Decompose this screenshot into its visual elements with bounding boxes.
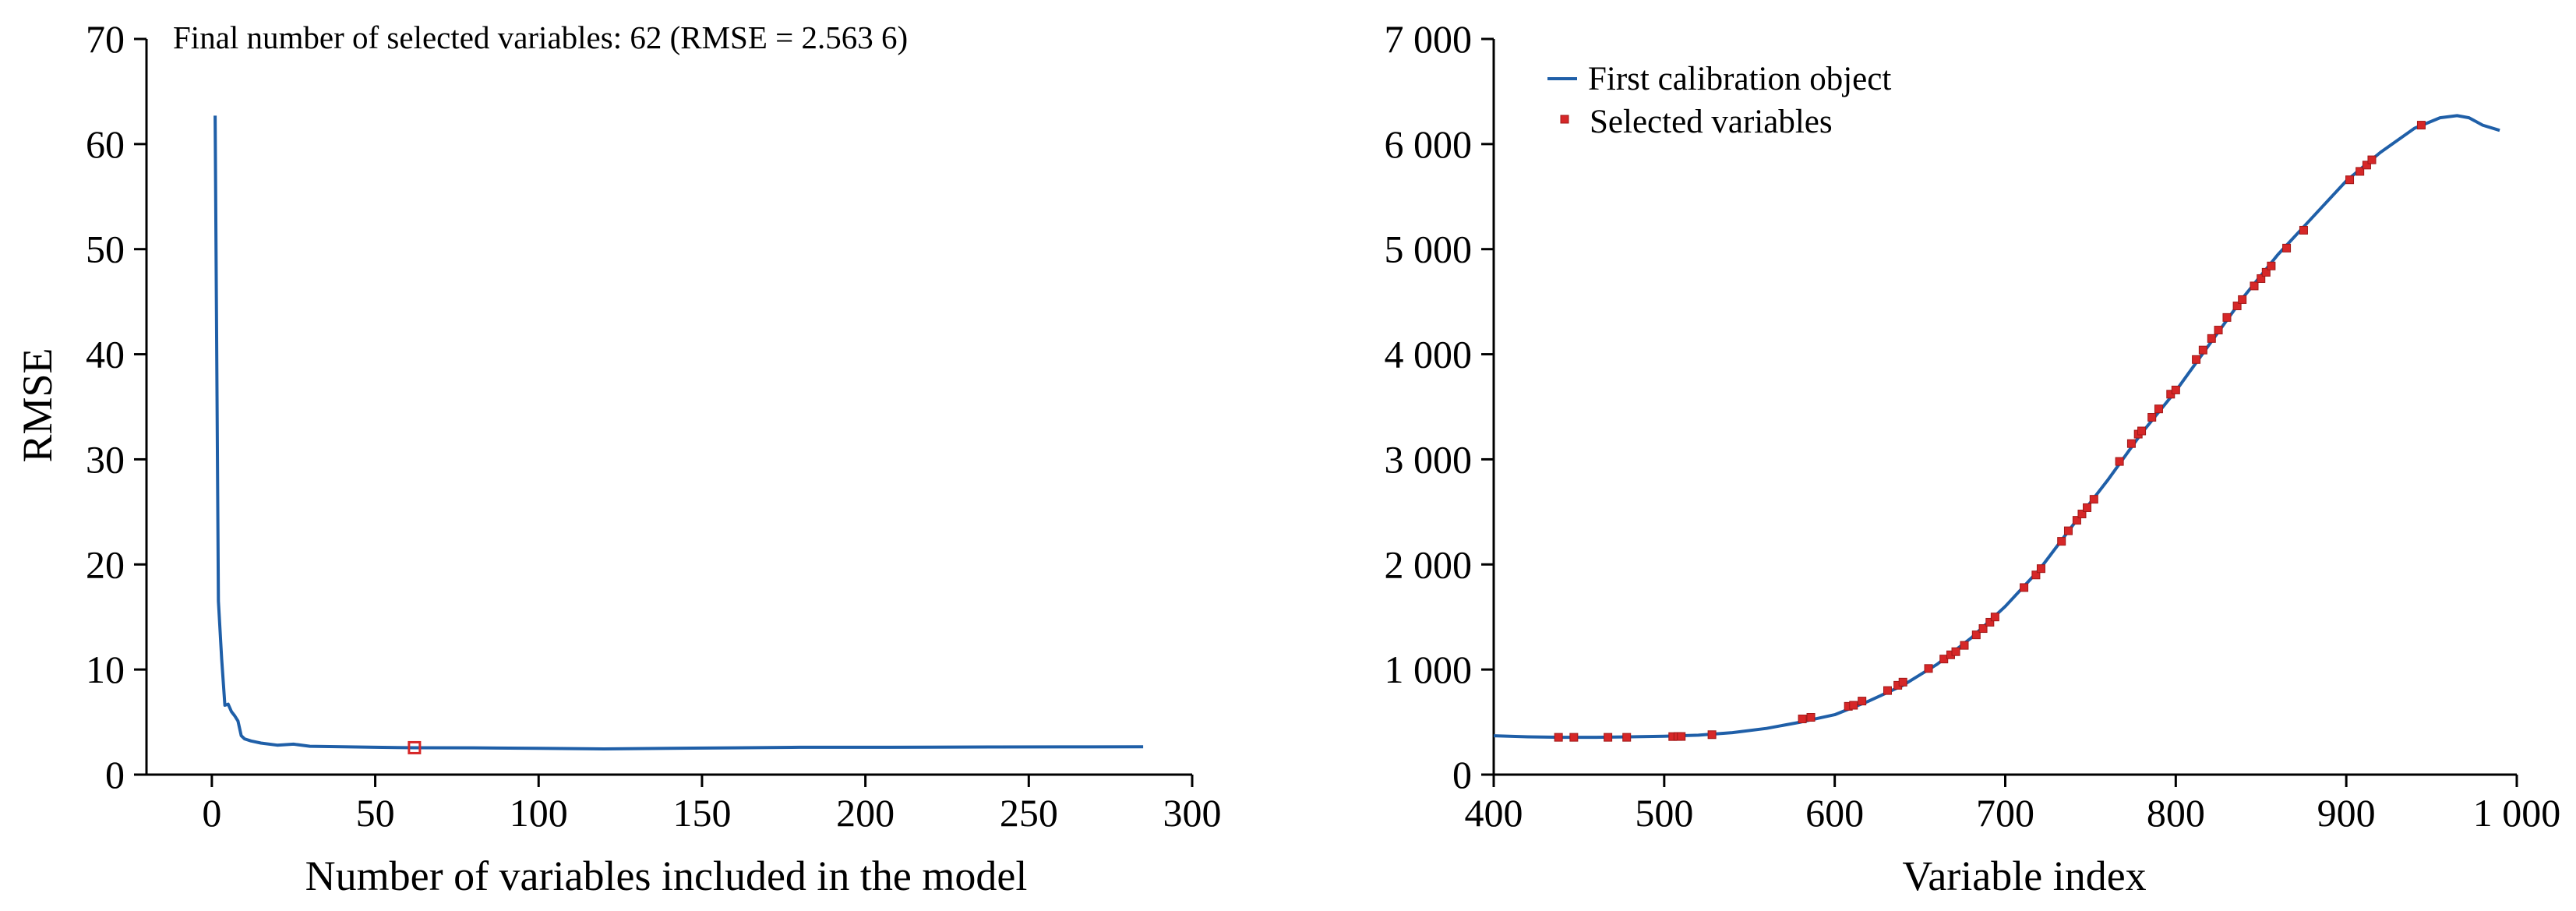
x-tick-label: 200 — [836, 791, 895, 835]
selected-variable-point — [2299, 225, 2308, 235]
selected-variable-point — [2416, 121, 2426, 130]
axes: 0 50 100 150 200 250 300 0 10 20 30 40 50 60 70 — [86, 17, 1222, 835]
selected-variable-point — [2137, 426, 2147, 436]
selected-variable-point — [2222, 312, 2232, 322]
x-tick-label: 900 — [2317, 791, 2376, 835]
y-tick-label: 1 000 — [1385, 648, 1473, 691]
selected-variable-point — [2261, 267, 2271, 277]
selected-variable-point — [2250, 281, 2259, 291]
selected-variable-point — [2057, 537, 2066, 546]
selected-variable-point — [1677, 732, 1686, 741]
selected-variable-point — [2267, 261, 2276, 270]
selected-variable-point — [1554, 733, 1563, 742]
spectrum-chart: Variable index First calibration object … — [1385, 17, 2561, 899]
selected-variable-point — [2020, 583, 2029, 592]
selected-variable-point — [1985, 617, 1995, 627]
y-tick-label: 0 — [1452, 753, 1472, 796]
selected-variable-point — [2362, 161, 2371, 170]
selected-variable-point — [2232, 302, 2242, 311]
selected-variable-point — [1806, 713, 1816, 722]
selected-variable-point — [2147, 412, 2157, 422]
rmse-chart: Final number of selected variables: 62 (… — [14, 17, 1222, 899]
selected-variable-point — [2192, 355, 2201, 364]
legend-label-selected: Selected variables — [1590, 104, 1833, 140]
y-tick-label: 5 000 — [1385, 228, 1473, 271]
y-tick-label: 30 — [86, 437, 125, 481]
selected-variable-point — [1849, 701, 1858, 710]
y-axis-title: RMSE — [14, 348, 61, 462]
x-tick-label: 800 — [2147, 791, 2205, 835]
selected-variable-point — [1898, 677, 1907, 687]
selected-variable-point — [1883, 686, 1893, 695]
selected-variable-point — [2282, 243, 2292, 252]
selected-variable-point — [2063, 526, 2073, 535]
selected-variable-point — [1960, 641, 1969, 650]
x-tick-label: 0 — [202, 791, 221, 835]
selected-variable-point — [1951, 647, 1960, 656]
selected-variable-point — [2367, 155, 2377, 164]
x-tick-label: 1 000 — [2473, 791, 2561, 835]
y-tick-label: 4 000 — [1385, 333, 1473, 376]
selected-variable-point — [2077, 510, 2087, 519]
selected-variable-point — [1604, 733, 1613, 742]
y-tick-label: 2 000 — [1385, 542, 1473, 586]
y-tick-label: 10 — [86, 648, 125, 691]
x-tick-label: 500 — [1635, 791, 1693, 835]
axes: 400 500 600 700 800 900 1 000 0 1 000 2 000 3 000 4… — [1385, 17, 2561, 835]
legend: First calibration object Selected variab… — [1547, 61, 1891, 140]
y-tick-label: 60 — [86, 122, 125, 166]
selected-variable-point — [2257, 274, 2266, 283]
selected-variable-point — [2198, 345, 2207, 355]
x-tick-label: 100 — [510, 791, 568, 835]
selected-variable-point — [1858, 697, 1867, 706]
y-tick-label: 50 — [86, 228, 125, 271]
x-axis-title: Variable index — [1902, 853, 2146, 899]
selected-variable-point — [1978, 624, 1988, 634]
y-tick-label: 40 — [86, 333, 125, 376]
selected-variable-point — [2171, 385, 2180, 394]
selected-variable-point — [2083, 503, 2092, 512]
selected-variable-point — [1990, 613, 1999, 622]
y-tick-label: 20 — [86, 542, 125, 586]
x-tick-label: 150 — [672, 791, 731, 835]
selected-variable-point — [2345, 175, 2355, 185]
chart-annotation: Final number of selected variables: 62 (… — [173, 19, 908, 55]
selected-point-marker — [408, 740, 422, 754]
y-tick-label: 7 000 — [1385, 17, 1473, 61]
selected-variable-point — [2072, 516, 2081, 525]
y-tick-label: 6 000 — [1385, 122, 1473, 166]
selected-variable-point — [1569, 733, 1579, 742]
selected-variable-point — [2238, 295, 2247, 304]
selected-variable-point — [1924, 664, 1933, 673]
selected-variable-markers — [1554, 121, 2426, 742]
selected-variable-point — [1971, 630, 1981, 640]
rmse-line — [213, 115, 1144, 750]
selected-variable-point — [2214, 326, 2223, 335]
selected-variable-point — [1798, 715, 1807, 724]
legend-label-calibration: First calibration object — [1588, 61, 1891, 97]
selected-variable-point — [2031, 570, 2041, 580]
x-axis-title: Number of variables included in the mode… — [305, 853, 1028, 899]
selected-variable-point — [1707, 730, 1717, 740]
selected-variable-point — [2126, 439, 2136, 448]
selected-variable-point — [2207, 334, 2216, 343]
x-tick-label: 600 — [1805, 791, 1864, 835]
calibration-line — [1493, 114, 2500, 740]
selected-variable-point — [1622, 733, 1632, 742]
x-tick-label: 250 — [1000, 791, 1058, 835]
y-tick-label: 0 — [105, 753, 125, 796]
y-tick-label: 70 — [86, 17, 125, 61]
selected-variable-point — [2154, 404, 2163, 414]
legend-marker-swatch — [1560, 115, 1569, 124]
selected-variable-point — [2115, 457, 2124, 466]
selected-variable-point — [2089, 495, 2098, 504]
x-tick-label: 50 — [356, 791, 395, 835]
y-tick-label: 3 000 — [1385, 437, 1473, 481]
selected-variable-point — [2355, 167, 2365, 176]
x-tick-label: 300 — [1163, 791, 1222, 835]
selected-variable-point — [2036, 564, 2045, 574]
x-tick-label: 400 — [1465, 791, 1523, 835]
x-tick-label: 700 — [1976, 791, 2034, 835]
